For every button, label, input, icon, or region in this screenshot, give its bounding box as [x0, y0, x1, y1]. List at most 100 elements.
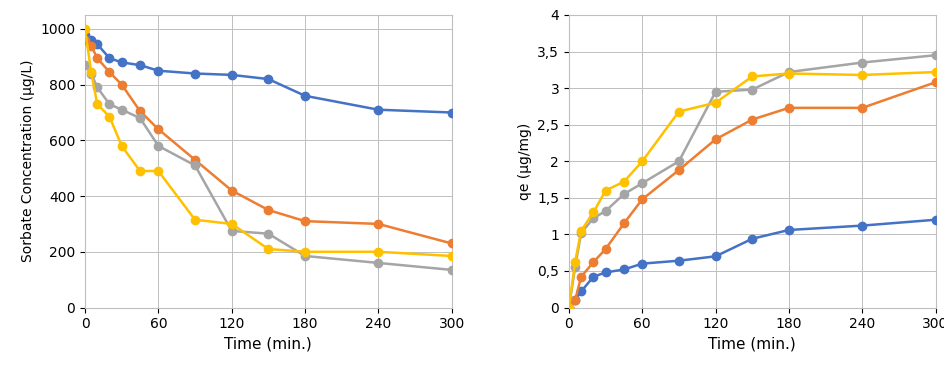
- 3: [587, 274, 598, 279]
- 7: [262, 231, 274, 236]
- 7: [134, 116, 145, 120]
- 7: [92, 85, 103, 90]
- 10: [569, 260, 581, 264]
- X-axis label: Time (min.): Time (min.): [225, 337, 312, 352]
- 10: [709, 100, 720, 105]
- 3: [929, 217, 940, 222]
- 7: [929, 53, 940, 57]
- 7: [299, 254, 311, 258]
- 10: [617, 180, 629, 184]
- 5: [563, 305, 574, 310]
- 5: [783, 106, 794, 110]
- 10: [134, 169, 145, 173]
- 7: [153, 144, 164, 148]
- 5: [446, 241, 457, 246]
- 10: [79, 27, 91, 31]
- 10: [153, 169, 164, 173]
- 5: [599, 247, 611, 251]
- 3: [372, 108, 383, 112]
- 10: [672, 109, 683, 114]
- 5: [92, 56, 103, 60]
- 3: [104, 56, 115, 60]
- 3: [299, 93, 311, 98]
- 5: [85, 44, 96, 48]
- 7: [783, 70, 794, 74]
- 7: [672, 159, 683, 164]
- 3: [446, 110, 457, 115]
- Line: 10: 10: [81, 25, 455, 260]
- 5: [262, 208, 274, 212]
- 5: [226, 188, 237, 193]
- 5: [372, 222, 383, 226]
- Line: 10: 10: [565, 68, 938, 312]
- 5: [153, 127, 164, 132]
- 3: [636, 261, 648, 266]
- 7: [569, 265, 581, 270]
- 7: [855, 60, 867, 65]
- 7: [599, 209, 611, 213]
- 5: [672, 168, 683, 172]
- 5: [587, 260, 598, 264]
- 5: [746, 117, 757, 122]
- 10: [636, 159, 648, 164]
- Y-axis label: qe (µg/mg): qe (µg/mg): [517, 123, 531, 200]
- 3: [153, 69, 164, 73]
- 10: [563, 305, 574, 310]
- 3: [709, 254, 720, 259]
- 3: [189, 71, 200, 76]
- Line: 7: 7: [81, 61, 455, 274]
- 3: [855, 224, 867, 228]
- Line: 7: 7: [565, 51, 938, 312]
- 3: [569, 298, 581, 303]
- 10: [599, 188, 611, 193]
- 3: [85, 38, 96, 42]
- 7: [79, 63, 91, 68]
- Y-axis label: Sorbate Concentration (µg/L): Sorbate Concentration (µg/L): [21, 60, 35, 262]
- 10: [783, 71, 794, 76]
- Line: 5: 5: [81, 36, 455, 248]
- 7: [226, 229, 237, 233]
- 10: [104, 114, 115, 119]
- 10: [372, 249, 383, 254]
- 10: [746, 74, 757, 79]
- 3: [226, 73, 237, 77]
- 5: [104, 70, 115, 74]
- Line: 3: 3: [565, 216, 938, 312]
- 7: [746, 87, 757, 92]
- 3: [262, 77, 274, 81]
- 3: [92, 42, 103, 46]
- X-axis label: Time (min.): Time (min.): [708, 337, 795, 352]
- 10: [299, 249, 311, 254]
- 10: [92, 102, 103, 106]
- 10: [929, 70, 940, 74]
- 3: [134, 63, 145, 68]
- 3: [599, 270, 611, 274]
- 7: [189, 163, 200, 168]
- 7: [116, 108, 127, 112]
- 7: [85, 71, 96, 76]
- 5: [116, 82, 127, 87]
- 10: [226, 222, 237, 226]
- 7: [709, 90, 720, 94]
- 7: [446, 268, 457, 272]
- 5: [299, 219, 311, 224]
- Line: 5: 5: [565, 78, 938, 312]
- 10: [85, 70, 96, 74]
- 5: [709, 137, 720, 142]
- 7: [617, 192, 629, 196]
- 5: [929, 80, 940, 84]
- 10: [575, 228, 586, 233]
- 10: [855, 73, 867, 77]
- 10: [262, 247, 274, 251]
- Line: 3: 3: [81, 30, 455, 117]
- 3: [746, 237, 757, 241]
- 3: [575, 289, 586, 294]
- 3: [116, 60, 127, 64]
- 3: [563, 305, 574, 310]
- 5: [636, 197, 648, 201]
- 3: [783, 228, 794, 232]
- 3: [617, 267, 629, 272]
- 3: [79, 32, 91, 37]
- 10: [446, 254, 457, 258]
- 7: [587, 216, 598, 220]
